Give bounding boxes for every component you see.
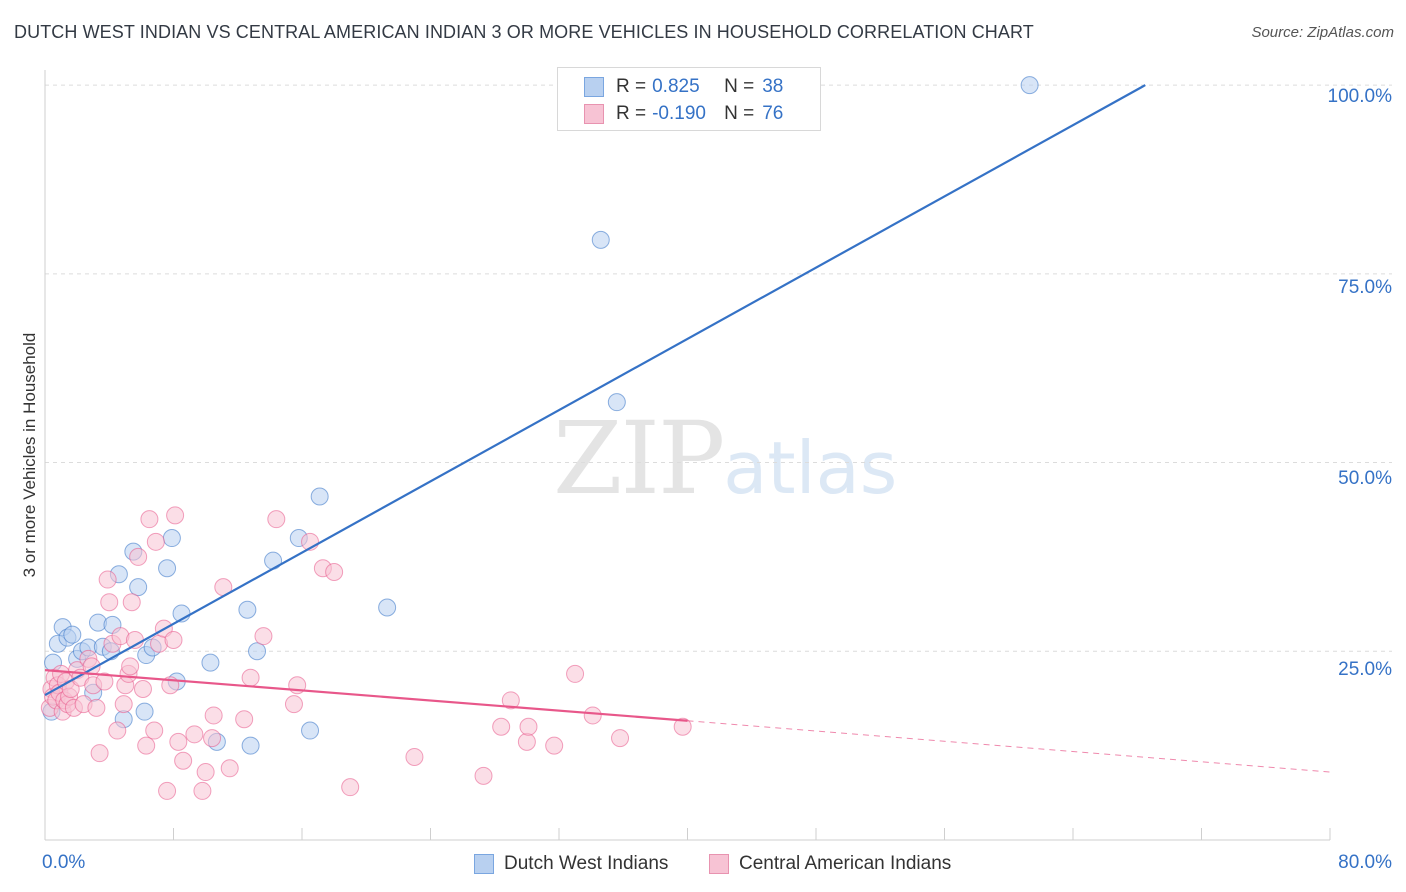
point-dutch-west-indians (201, 653, 220, 672)
legend-n-label: N = (724, 76, 755, 97)
point-central-american-indians (100, 593, 119, 612)
point-central-american-indians (121, 657, 140, 676)
point-central-american-indians (474, 766, 493, 785)
point-central-american-indians (220, 759, 239, 778)
point-central-american-indians (90, 744, 109, 763)
point-central-american-indians (158, 781, 177, 800)
legend-swatch-blue (584, 77, 604, 97)
point-dutch-west-indians (241, 736, 260, 755)
y-tick-label-50: 50.0% (1338, 468, 1392, 489)
point-central-american-indians (196, 763, 215, 782)
point-central-american-indians (137, 736, 156, 755)
point-dutch-west-indians (129, 578, 148, 597)
series-legend-central-american-indians: Central American Indians (709, 853, 951, 875)
point-central-american-indians (517, 732, 536, 751)
chart-title: DUTCH WEST INDIAN VS CENTRAL AMERICAN IN… (14, 22, 1034, 42)
point-dutch-west-indians (310, 487, 329, 506)
point-central-american-indians (492, 717, 511, 736)
point-central-american-indians (501, 691, 520, 710)
point-dutch-west-indians (1020, 76, 1039, 95)
trendline-central-american-indians (44, 669, 688, 722)
series-swatch-blue (474, 854, 494, 874)
legend-row-central-american-indians: R = -0.190 N = 76 (584, 103, 783, 125)
trendline-dutch-west-indians (44, 84, 1146, 697)
point-central-american-indians (140, 510, 159, 529)
point-dutch-west-indians (591, 230, 610, 249)
point-central-american-indians (284, 695, 303, 714)
point-central-american-indians (145, 721, 164, 740)
point-dutch-west-indians (158, 559, 177, 578)
point-central-american-indians (267, 510, 286, 529)
x-tick-label-min: 0.0% (42, 852, 86, 873)
point-central-american-indians (341, 778, 360, 797)
legend-n-value: 38 (762, 76, 784, 97)
legend-r-label: R = (616, 103, 647, 124)
point-central-american-indians (254, 627, 273, 646)
series-legend-label: Central American Indians (739, 853, 952, 874)
trendline-extension-central-american-indians (687, 720, 1331, 773)
point-central-american-indians (566, 664, 585, 683)
watermark-atlas: atlas (723, 426, 898, 510)
point-central-american-indians (235, 710, 254, 729)
point-central-american-indians (122, 593, 141, 612)
point-central-american-indians (174, 751, 193, 770)
point-dutch-west-indians (135, 702, 154, 721)
legend-row-dutch-west-indians: R = 0.825 N = 38 (584, 76, 783, 98)
legend-r-label: R = (616, 76, 647, 97)
legend-n-value: 76 (762, 103, 784, 124)
point-dutch-west-indians (607, 393, 626, 412)
point-central-american-indians (108, 721, 127, 740)
series-legend-label: Dutch West Indians (504, 853, 669, 874)
legend-n-label: N = (724, 103, 755, 124)
point-dutch-west-indians (238, 600, 257, 619)
source-label: Source: ZipAtlas.com (1251, 24, 1394, 41)
point-central-american-indians (87, 698, 106, 717)
point-dutch-west-indians (378, 598, 397, 617)
point-central-american-indians (129, 547, 148, 566)
series-legend-dutch-west-indians: Dutch West Indians (474, 853, 668, 875)
point-central-american-indians (583, 706, 602, 725)
point-central-american-indians (169, 732, 188, 751)
point-central-american-indians (146, 532, 165, 551)
point-central-american-indians (166, 506, 185, 525)
point-central-american-indians (193, 781, 212, 800)
y-tick-label-75: 75.0% (1338, 277, 1392, 298)
point-central-american-indians (673, 717, 692, 736)
point-central-american-indians (95, 672, 114, 691)
point-dutch-west-indians (63, 625, 82, 644)
point-central-american-indians (325, 563, 344, 582)
point-central-american-indians (185, 725, 204, 744)
legend-r-value: -0.190 (652, 103, 706, 124)
point-dutch-west-indians (264, 551, 283, 570)
point-central-american-indians (405, 747, 424, 766)
legend-r-value: 0.825 (652, 76, 700, 97)
watermark-zip: ZIP (553, 400, 725, 517)
point-dutch-west-indians (301, 721, 320, 740)
point-central-american-indians (203, 729, 222, 748)
legend-swatch-pink (584, 104, 604, 124)
point-dutch-west-indians (248, 642, 267, 661)
point-central-american-indians (164, 630, 183, 649)
y-tick-label-25: 25.0% (1338, 659, 1392, 680)
point-central-american-indians (133, 680, 152, 699)
series-swatch-pink (709, 854, 729, 874)
point-central-american-indians (611, 729, 630, 748)
y-tick-label-100: 100.0% (1327, 86, 1392, 107)
point-central-american-indians (114, 695, 133, 714)
point-central-american-indians (98, 570, 117, 589)
point-central-american-indians (519, 717, 538, 736)
x-tick-label-max: 80.0% (1338, 852, 1392, 873)
watermark: ZIPatlas (553, 400, 897, 517)
point-central-american-indians (204, 706, 223, 725)
point-central-american-indians (241, 668, 260, 687)
correlation-legend: R = 0.825 N = 38 R = -0.190 N = 76 (557, 67, 821, 131)
point-central-american-indians (545, 736, 564, 755)
point-dutch-west-indians (162, 529, 181, 548)
